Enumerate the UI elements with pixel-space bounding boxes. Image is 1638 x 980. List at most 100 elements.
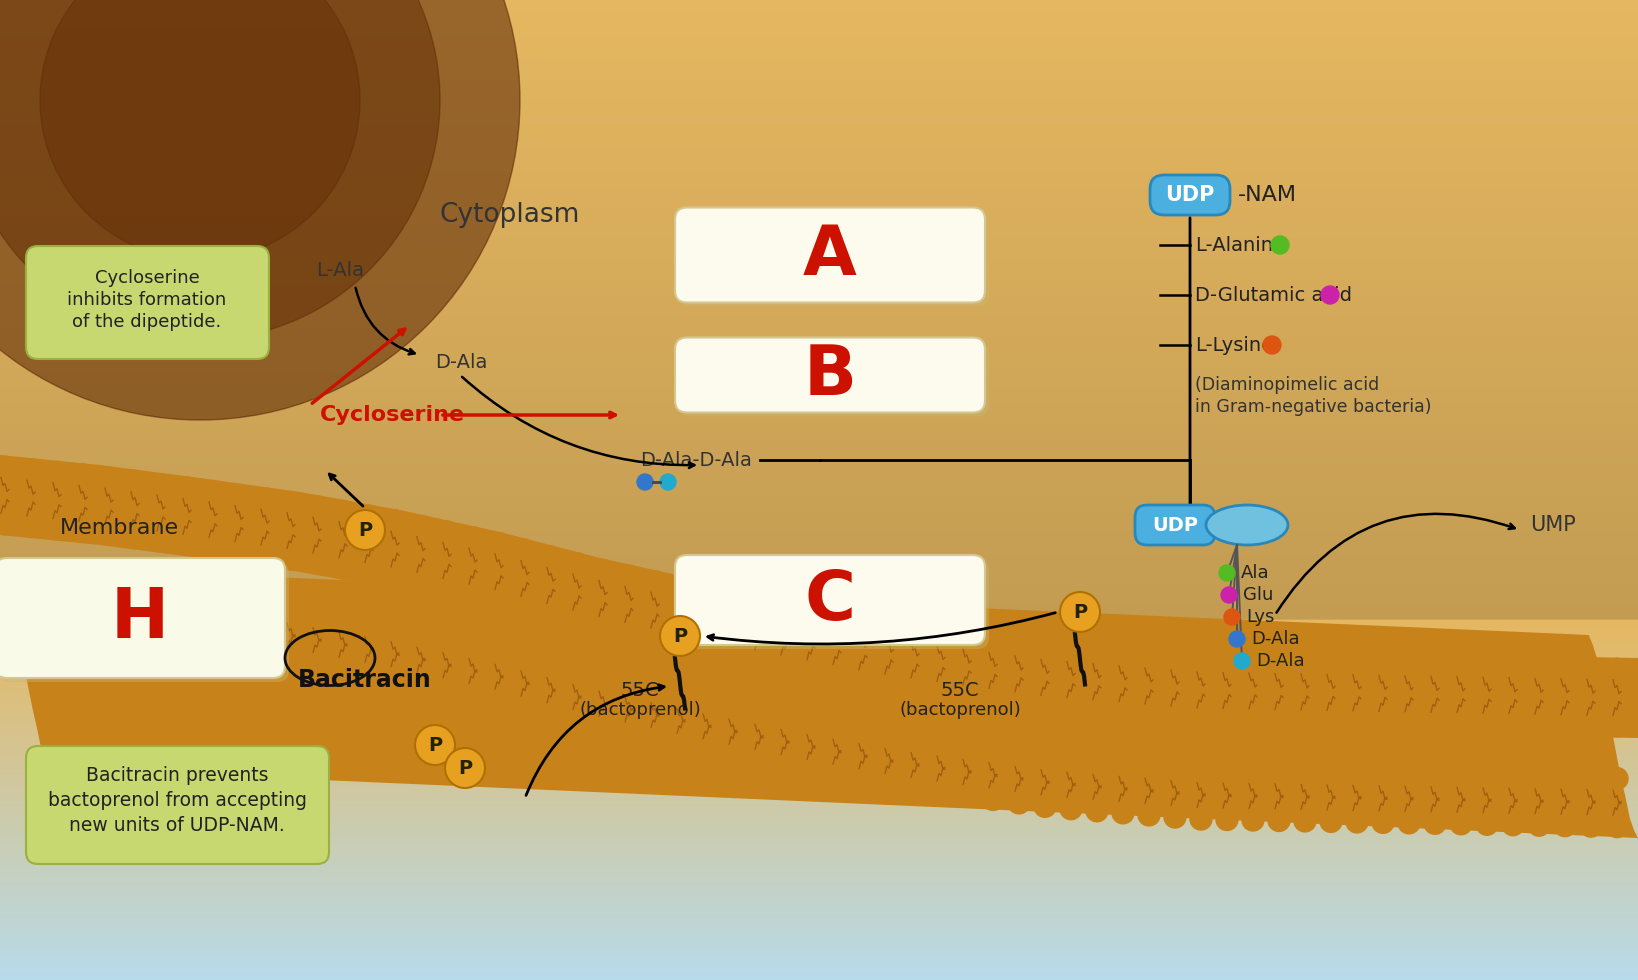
Circle shape <box>359 563 380 584</box>
Circle shape <box>514 697 536 718</box>
Circle shape <box>618 564 640 586</box>
Circle shape <box>124 469 146 492</box>
FancyBboxPatch shape <box>675 337 984 413</box>
Circle shape <box>878 774 899 796</box>
Circle shape <box>1423 655 1446 676</box>
Circle shape <box>201 590 224 612</box>
Text: Ala: Ala <box>1242 564 1269 582</box>
Circle shape <box>541 656 562 677</box>
Circle shape <box>1581 815 1602 837</box>
Circle shape <box>1007 634 1030 656</box>
Circle shape <box>0 0 441 340</box>
Circle shape <box>1423 712 1446 734</box>
FancyBboxPatch shape <box>0 562 288 682</box>
Circle shape <box>1215 760 1238 782</box>
Circle shape <box>826 607 848 628</box>
Circle shape <box>98 466 120 488</box>
Circle shape <box>1346 762 1368 785</box>
Circle shape <box>1165 648 1186 670</box>
Circle shape <box>1450 655 1473 677</box>
Circle shape <box>346 510 385 550</box>
Text: 55C: 55C <box>940 680 980 700</box>
Circle shape <box>306 495 328 517</box>
Text: bactoprenol from accepting: bactoprenol from accepting <box>48 791 306 809</box>
Text: Cycloserine: Cycloserine <box>95 269 200 287</box>
Circle shape <box>1605 815 1628 838</box>
Text: Membrane: Membrane <box>61 518 179 538</box>
Circle shape <box>983 630 1004 653</box>
FancyBboxPatch shape <box>1135 505 1215 545</box>
Circle shape <box>1294 809 1315 832</box>
Circle shape <box>462 526 483 548</box>
Circle shape <box>306 653 328 675</box>
Circle shape <box>488 642 509 663</box>
Circle shape <box>46 570 69 593</box>
Text: of the dipeptide.: of the dipeptide. <box>72 313 221 331</box>
Circle shape <box>1554 657 1576 679</box>
Text: inhibits formation: inhibits formation <box>67 291 226 309</box>
Circle shape <box>591 559 614 581</box>
Circle shape <box>1397 811 1420 834</box>
Circle shape <box>20 616 43 638</box>
Circle shape <box>826 664 848 687</box>
Circle shape <box>591 668 614 691</box>
Circle shape <box>1373 811 1394 833</box>
Circle shape <box>1320 810 1342 832</box>
Circle shape <box>20 458 43 480</box>
Circle shape <box>280 549 301 570</box>
Text: D-Ala: D-Ala <box>436 353 488 371</box>
Circle shape <box>514 538 536 561</box>
Circle shape <box>1007 692 1030 713</box>
FancyBboxPatch shape <box>0 558 285 678</box>
Circle shape <box>383 667 406 689</box>
Circle shape <box>775 707 796 729</box>
Circle shape <box>1060 798 1083 819</box>
FancyBboxPatch shape <box>680 341 989 416</box>
Text: P: P <box>459 759 472 777</box>
Circle shape <box>1220 587 1237 603</box>
Circle shape <box>660 474 676 490</box>
Circle shape <box>414 725 455 765</box>
Circle shape <box>541 604 562 625</box>
Circle shape <box>1112 802 1133 824</box>
Circle shape <box>799 760 822 782</box>
Circle shape <box>1271 236 1289 254</box>
Circle shape <box>514 649 536 670</box>
Circle shape <box>280 601 301 622</box>
Circle shape <box>201 480 224 502</box>
Circle shape <box>1086 700 1107 721</box>
Circle shape <box>72 464 93 485</box>
Circle shape <box>749 702 770 724</box>
Circle shape <box>1605 715 1628 738</box>
Circle shape <box>722 587 744 609</box>
Text: Lys: Lys <box>1247 608 1274 626</box>
Circle shape <box>660 616 699 656</box>
Text: (bactoprenol): (bactoprenol) <box>899 701 1020 719</box>
Circle shape <box>637 474 654 490</box>
Text: Cycloserine: Cycloserine <box>319 405 465 425</box>
Circle shape <box>72 621 93 643</box>
Polygon shape <box>0 455 1638 738</box>
Text: Bacitracin prevents: Bacitracin prevents <box>85 765 269 785</box>
Circle shape <box>1373 654 1394 675</box>
Ellipse shape <box>1206 505 1287 545</box>
FancyBboxPatch shape <box>1150 175 1230 215</box>
Circle shape <box>670 576 691 598</box>
Circle shape <box>0 565 16 587</box>
Text: new units of UDP-NAM.: new units of UDP-NAM. <box>69 815 285 835</box>
Circle shape <box>749 592 770 613</box>
Circle shape <box>1215 709 1238 730</box>
Circle shape <box>1605 658 1628 679</box>
Circle shape <box>1423 812 1446 834</box>
Text: A: A <box>803 221 857 288</box>
Text: Bacitracin: Bacitracin <box>298 668 432 692</box>
Circle shape <box>1423 764 1446 786</box>
Circle shape <box>1189 760 1212 782</box>
Circle shape <box>98 576 120 598</box>
Circle shape <box>957 685 978 707</box>
Circle shape <box>775 755 796 777</box>
Circle shape <box>1581 767 1602 789</box>
Circle shape <box>488 532 509 554</box>
Circle shape <box>1228 631 1245 647</box>
Circle shape <box>280 491 301 513</box>
